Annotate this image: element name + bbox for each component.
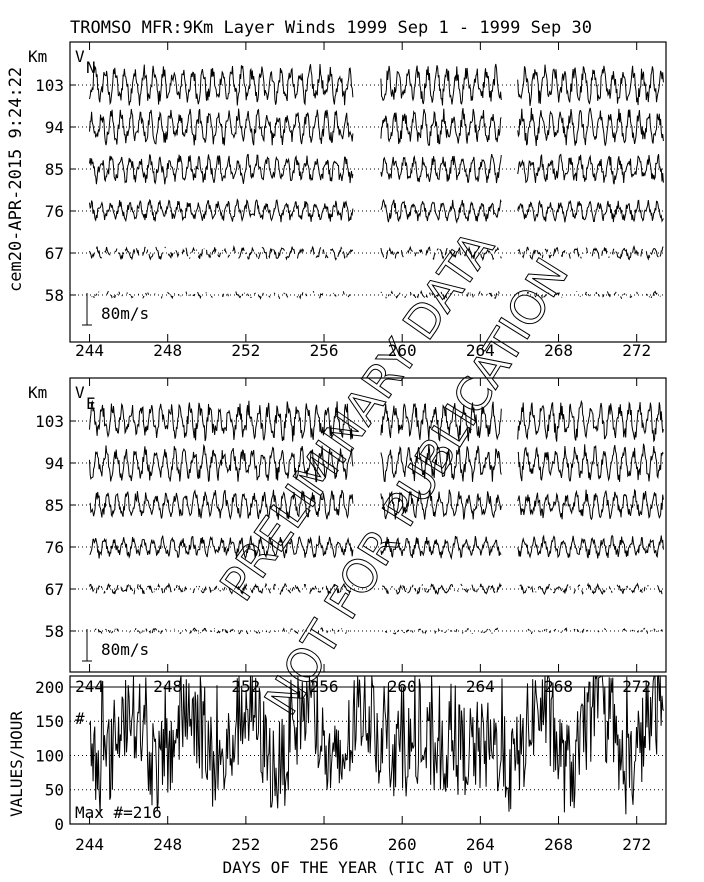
panel-vn-trace-103km [89, 63, 664, 106]
panel-vn-xtick-label-1: 248 [153, 341, 182, 360]
side-timestamp: cem20-APR-2015 9:24:22 [6, 67, 26, 292]
panel-vn-trace-76km [89, 198, 664, 224]
panel-ve-frame [69, 377, 667, 673]
panel-vn-height-label-4: 67 [45, 244, 64, 263]
panel-vn-xtick-label-4: 260 [388, 341, 417, 360]
panel-ve-trace-94km [89, 443, 664, 483]
panel-vn-xtick-label-2: 252 [231, 341, 260, 360]
x-axis-label: DAYS OF THE YEAR (TIC AT 0 UT) [223, 858, 512, 877]
count-max-annotation: Max #=216 [75, 803, 162, 822]
panel-ve-trace-85km [89, 488, 664, 521]
panel-ve-trace-103km [89, 399, 664, 443]
panel-vn-height-label-5: 58 [45, 286, 64, 305]
count-xtick-label-4: 260 [388, 835, 417, 854]
panel-vn-trace-94km [89, 107, 664, 147]
panel-vn-height-label-2: 85 [45, 160, 64, 179]
panel-ve-subscript: E [86, 394, 96, 413]
panel-ve-height-label-5: 58 [45, 622, 64, 641]
count-xtick-label-0: 244 [75, 835, 104, 854]
panel-ve-height-label-4: 67 [45, 580, 64, 599]
count-xtick-label-3: 256 [310, 835, 339, 854]
count-ytick-label-2: 100 [35, 746, 64, 765]
panel-ve-ylabel: Km [28, 383, 47, 402]
count-xtick-label-2: 252 [231, 835, 260, 854]
count-xtick-label-7: 272 [622, 835, 651, 854]
count-xtick-label-1: 248 [153, 835, 182, 854]
panel-vn-subscript: N [86, 58, 96, 77]
panel-vn-xtick-label-5: 264 [466, 341, 495, 360]
panel-vn-trace-85km [89, 153, 664, 185]
panel-vn-xtick-label-7: 272 [622, 341, 651, 360]
panel-ve-height-label-1: 94 [45, 454, 64, 473]
count-ylabel: VALUES/HOUR [7, 711, 26, 817]
count-xtick-label-5: 264 [466, 835, 495, 854]
count-ytick-label-4: 200 [35, 678, 64, 697]
count-ytick-label-1: 50 [45, 781, 64, 800]
count-frame [69, 675, 667, 825]
panel-vn-xtick-label-6: 268 [544, 341, 573, 360]
panel-vn-xtick-label-0: 244 [75, 341, 104, 360]
panel-vn-ylabel: Km [28, 47, 47, 66]
count-xtick-label-6: 268 [544, 835, 573, 854]
panel-vn-height-label-3: 76 [45, 202, 64, 221]
panel-vn-height-label-1: 94 [45, 118, 64, 137]
panel-ve-symbol: V [75, 383, 85, 402]
panel-ve-trace-58km [95, 628, 663, 634]
panel-ve-height-label-2: 85 [45, 496, 64, 515]
count-series-marker: # [75, 709, 85, 728]
count-ytick-label-3: 150 [35, 712, 64, 731]
panel-ve-trace-76km [89, 534, 664, 561]
panel-ve-scale-label: 80m/s [101, 640, 149, 659]
panel-vn-symbol: V [75, 47, 85, 66]
panel-vn-xtick-label-3: 256 [310, 341, 339, 360]
panel-ve-height-label-0: 103 [35, 412, 64, 431]
panel-vn-height-label-0: 103 [35, 76, 64, 95]
chart-title: TROMSO MFR:9Km Layer Winds 1999 Sep 1 - … [70, 18, 592, 38]
panel-vn-trace-58km [92, 291, 662, 299]
panel-vn-trace-67km [89, 244, 664, 262]
count-trace [89, 674, 665, 815]
panel-vn-scale-label: 80m/s [101, 304, 149, 323]
panel-ve-height-label-3: 76 [45, 538, 64, 557]
count-ytick-label-0: 0 [54, 815, 64, 834]
panel-vn-frame [69, 41, 667, 343]
